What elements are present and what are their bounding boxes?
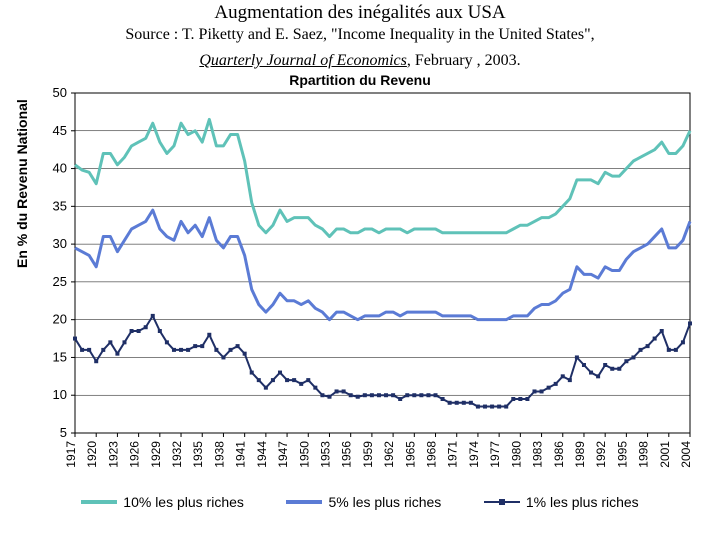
legend-label: 5% les plus riches <box>328 494 441 510</box>
y-axis-label: En % du Revenu National <box>14 99 30 268</box>
svg-text:1923: 1923 <box>106 441 120 468</box>
svg-text:1950: 1950 <box>297 441 311 468</box>
svg-text:1959: 1959 <box>361 441 375 468</box>
svg-text:1947: 1947 <box>276 441 290 468</box>
legend-swatch <box>484 497 520 507</box>
legend-label: 10% les plus riches <box>123 494 244 510</box>
svg-text:30: 30 <box>53 236 67 251</box>
svg-text:2004: 2004 <box>679 441 693 468</box>
chart-title: Rpartition du Revenu <box>0 72 720 88</box>
svg-text:1974: 1974 <box>467 441 481 468</box>
line-chart: 5 10 15 20 25 30 35 40 45 50 1917 1920 1923 1926 1929 1… <box>20 88 700 488</box>
svg-text:1986: 1986 <box>552 441 566 468</box>
svg-text:1983: 1983 <box>531 441 545 468</box>
header: Augmentation des inégalités aux USA Sour… <box>0 0 720 70</box>
svg-text:1929: 1929 <box>149 441 163 468</box>
legend-item: 10% les plus riches <box>81 494 244 510</box>
svg-text:1965: 1965 <box>403 441 417 468</box>
svg-text:1920: 1920 <box>85 441 99 468</box>
journal-name: Quarterly Journal of Economics <box>199 52 407 69</box>
svg-text:1968: 1968 <box>425 441 439 468</box>
svg-text:1977: 1977 <box>488 441 502 468</box>
legend-swatch <box>81 500 117 504</box>
legend-item: 1% les plus riches <box>484 494 639 510</box>
svg-text:15: 15 <box>53 349 67 364</box>
journal-rest: , February , 2003. <box>407 52 521 69</box>
svg-text:2001: 2001 <box>658 441 672 468</box>
legend-swatch <box>286 500 322 504</box>
svg-text:1926: 1926 <box>128 441 142 468</box>
svg-text:5: 5 <box>60 425 67 440</box>
page-title: Augmentation des inégalités aux USA <box>40 2 680 24</box>
legend-item: 5% les plus riches <box>286 494 441 510</box>
svg-text:1941: 1941 <box>234 441 248 468</box>
svg-text:50: 50 <box>53 88 67 100</box>
svg-text:1956: 1956 <box>340 441 354 468</box>
svg-text:1980: 1980 <box>509 441 523 468</box>
legend: 10% les plus riches 5% les plus riches 1% … <box>0 488 720 510</box>
svg-text:45: 45 <box>53 123 67 138</box>
svg-text:1992: 1992 <box>594 441 608 468</box>
svg-text:1935: 1935 <box>191 441 205 468</box>
svg-text:20: 20 <box>53 312 67 327</box>
svg-text:1944: 1944 <box>255 441 269 468</box>
svg-text:10: 10 <box>53 387 67 402</box>
svg-text:1932: 1932 <box>170 441 184 468</box>
svg-text:1971: 1971 <box>446 441 460 468</box>
svg-text:1998: 1998 <box>637 441 651 468</box>
chart-container: En % du Revenu National 5101520253035404… <box>20 88 700 488</box>
svg-text:25: 25 <box>53 274 67 289</box>
svg-text:1938: 1938 <box>212 441 226 468</box>
svg-text:1995: 1995 <box>615 441 629 468</box>
svg-text:1917: 1917 <box>64 441 78 468</box>
source-line: Source : T. Piketty and E. Saez, "Income… <box>40 26 680 44</box>
svg-text:1989: 1989 <box>573 441 587 468</box>
svg-text:35: 35 <box>53 198 67 213</box>
svg-text:40: 40 <box>53 161 67 176</box>
journal-line: Quarterly Journal of Economics, February… <box>40 52 680 70</box>
legend-label: 1% les plus riches <box>526 494 639 510</box>
svg-text:1953: 1953 <box>318 441 332 468</box>
svg-text:1962: 1962 <box>382 441 396 468</box>
